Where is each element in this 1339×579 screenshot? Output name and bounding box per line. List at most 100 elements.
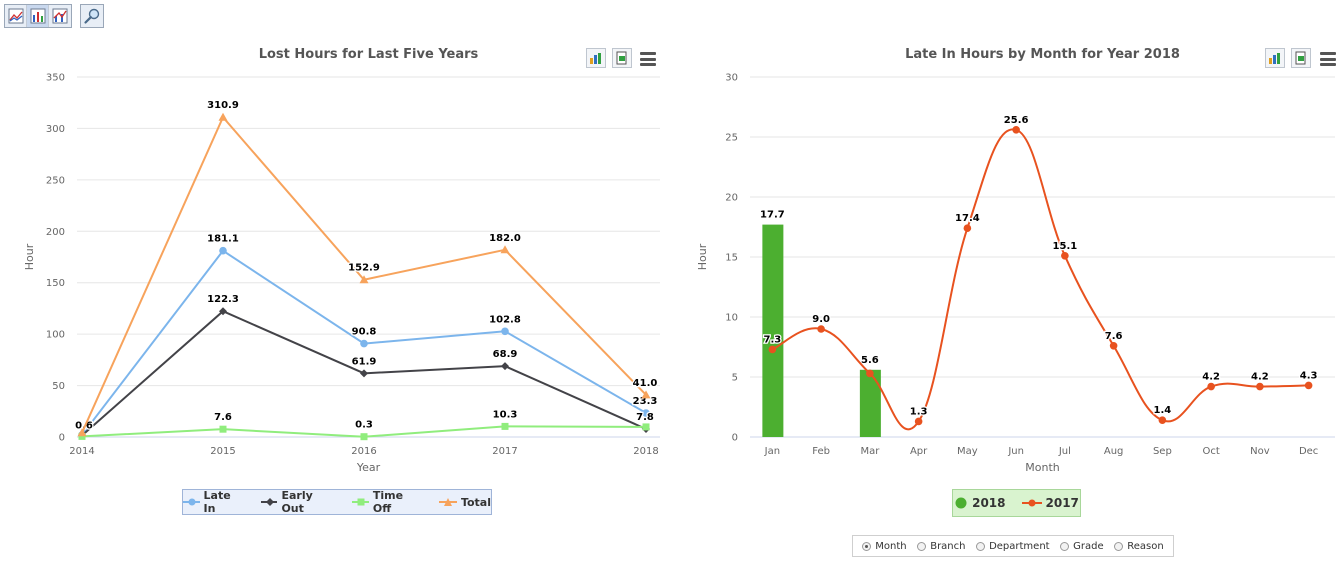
legend-marker-line-icon (1021, 499, 1042, 507)
data-point (866, 369, 874, 378)
legend-marker-square-icon (352, 498, 369, 506)
series-time-off: 0.67.60.310.3 (74, 408, 650, 441)
data-label: 7.8 (636, 412, 654, 423)
data-point (914, 417, 923, 426)
bar (762, 224, 784, 437)
radio-department[interactable]: Department (976, 541, 1050, 552)
data-label: 4.2 (1202, 372, 1220, 383)
legend-item-total[interactable]: Total (438, 496, 491, 509)
legend-item-2018[interactable]: 2018 (954, 496, 1006, 510)
data-label: 90.8 (352, 327, 377, 338)
x-tick-label: Jul (1058, 446, 1071, 457)
data-point (1109, 342, 1118, 350)
data-point (78, 432, 86, 440)
y-axis-title: Hour (696, 243, 709, 270)
y-axis-title: Hour (23, 243, 36, 270)
chart2-export-button[interactable] (1291, 48, 1311, 68)
data-label: 25.6 (1004, 115, 1029, 126)
chart1-menu-icon[interactable] (640, 52, 656, 66)
series-2017: 7.3 9.0 1.3 17.4 25.6 15.1 7.6 1.4 4.2 4.2 4.3 (762, 114, 1319, 431)
x-tick-label: 2014 (69, 446, 94, 457)
x-axis-title: Month (1025, 461, 1060, 474)
bar-chart-icon (590, 53, 601, 64)
grouping-radio-group: Month Branch Department Grade Reason (852, 535, 1174, 557)
radio-reason[interactable]: Reason (1114, 540, 1164, 552)
legend-item-early-out[interactable]: Early Out (260, 489, 334, 515)
y-tick-label: 150 (46, 278, 65, 289)
x-tick-label: Sep (1153, 446, 1172, 457)
data-point (219, 425, 227, 433)
x-tick-label: Apr (910, 446, 928, 457)
y-tick-label: 250 (46, 175, 65, 186)
radio-dot[interactable] (862, 541, 872, 551)
data-point (501, 362, 509, 371)
lost-hours-chart: Lost Hours for Last Five Years 0 50 100 150 2… (0, 30, 670, 530)
chart1-bar-toggle-button[interactable] (586, 48, 606, 68)
x-tick-label: Jun (1007, 446, 1024, 457)
y-tick-label: 0 (732, 433, 738, 444)
data-point (1061, 252, 1069, 260)
line-chart-button[interactable] (5, 5, 27, 27)
radio-label: Grade (1073, 540, 1104, 552)
chart1-export-button[interactable] (612, 48, 632, 68)
y-tick-label: 0 (59, 433, 65, 444)
bar (859, 369, 881, 437)
late-in-monthly-chart: Late In Hours by Month for Year 2018 0 5 10… (680, 30, 1339, 530)
chart2-legend: 2018 2017 (952, 489, 1081, 517)
combo-chart-icon (52, 8, 68, 24)
data-point (219, 246, 227, 255)
bar-chart-icon (1269, 53, 1280, 64)
bar-chart-button[interactable] (27, 5, 49, 27)
y-tick-label: 25 (725, 133, 738, 144)
x-tick-label: Nov (1250, 446, 1270, 457)
x-tick-label: 2018 (633, 446, 658, 457)
x-tick-label: Dec (1299, 446, 1318, 457)
data-point (218, 112, 228, 121)
radio-month[interactable]: Month (862, 541, 907, 552)
bar-chart-icon (30, 8, 45, 24)
legend-marker-circle-icon (955, 497, 967, 509)
y-tick-label: 50 (52, 381, 65, 392)
chart1-legend: Late In Early Out Time Off Total (182, 489, 492, 515)
y-tick-label: 15 (725, 253, 738, 264)
legend-item-late-in[interactable]: Late In (183, 489, 243, 515)
data-point (768, 345, 777, 354)
radio-dot[interactable] (917, 541, 927, 551)
chart-type-group (4, 4, 72, 28)
data-label: 102.8 (489, 314, 521, 325)
data-label: 68.9 (493, 349, 518, 360)
data-point (1012, 126, 1020, 134)
x-tick-label: Oct (1202, 446, 1219, 457)
radio-grade[interactable]: Grade (1060, 541, 1104, 552)
data-point (642, 423, 650, 431)
data-point (500, 245, 510, 254)
data-label: 7.6 (1105, 331, 1123, 342)
zoom-button[interactable] (80, 4, 104, 28)
x-tick-label: 2015 (210, 446, 235, 457)
radio-branch[interactable]: Branch (917, 541, 965, 552)
x-tick-label: 2017 (492, 446, 517, 457)
y-tick-label: 100 (46, 330, 65, 341)
data-label: 17.4 (955, 213, 980, 224)
radio-label: Reason (1127, 540, 1164, 552)
data-point (1207, 382, 1215, 391)
legend-item-time-off[interactable]: Time Off (352, 489, 421, 515)
chart2-menu-icon[interactable] (1320, 52, 1336, 66)
data-label: 23.3 (633, 396, 658, 407)
data-point (501, 327, 509, 336)
data-label: 9.0 (812, 314, 830, 325)
radio-dot[interactable] (1060, 541, 1070, 551)
data-point (359, 275, 369, 284)
radio-dot[interactable] (976, 541, 986, 551)
combo-chart-button[interactable] (49, 5, 71, 27)
chart2-bar-toggle-button[interactable] (1265, 48, 1285, 68)
y-tick-label: 10 (725, 313, 738, 324)
legend-item-2017[interactable]: 2017 (1021, 496, 1079, 510)
data-label: 7.6 (214, 412, 232, 423)
data-point (360, 369, 368, 378)
line-chart-icon (8, 8, 23, 24)
data-label: 0.3 (355, 420, 373, 431)
chart-title: Lost Hours for Last Five Years (259, 47, 479, 62)
radio-dot[interactable] (1114, 541, 1124, 551)
data-label: 4.3 (1300, 370, 1318, 381)
